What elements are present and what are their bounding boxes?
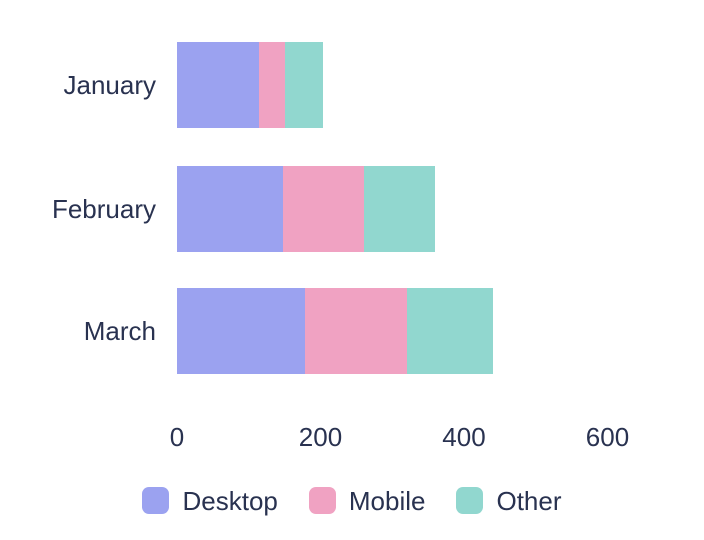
bar-segment-desktop-february[interactable] <box>177 166 284 252</box>
x-axis-tick-label: 0 <box>169 422 185 452</box>
legend-label: Other <box>496 485 562 516</box>
bar-segment-mobile-february[interactable] <box>283 166 364 252</box>
category-label-march: March <box>83 316 156 346</box>
bar-segment-desktop-january[interactable] <box>177 42 259 128</box>
bar-segment-other-january[interactable] <box>285 42 323 128</box>
bar-segment-mobile-january[interactable] <box>258 42 286 128</box>
legend-label: Mobile <box>348 485 426 516</box>
legend-item-other[interactable]: Other <box>456 485 562 516</box>
x-axis-tick-label: 200 <box>298 422 343 452</box>
x-axis-tick-label: 600 <box>585 422 630 452</box>
bar-segment-desktop-march[interactable] <box>177 288 305 374</box>
legend-item-desktop[interactable]: Desktop <box>142 485 278 516</box>
category-label-february: February <box>51 194 156 224</box>
legend: Desktop Mobile Other <box>0 487 704 514</box>
category-label-january: January <box>63 70 157 100</box>
legend-swatch-mobile <box>308 487 336 514</box>
legend-item-mobile[interactable]: Mobile <box>308 485 426 516</box>
legend-swatch-desktop <box>142 487 170 514</box>
legend-swatch-other <box>456 487 484 514</box>
bar-segment-mobile-march[interactable] <box>304 288 407 374</box>
x-axis-tick-label: 400 <box>442 422 486 452</box>
bar-segment-other-march[interactable] <box>406 288 493 374</box>
bar-segment-other-february[interactable] <box>363 166 436 252</box>
legend-label: Desktop <box>182 485 278 516</box>
